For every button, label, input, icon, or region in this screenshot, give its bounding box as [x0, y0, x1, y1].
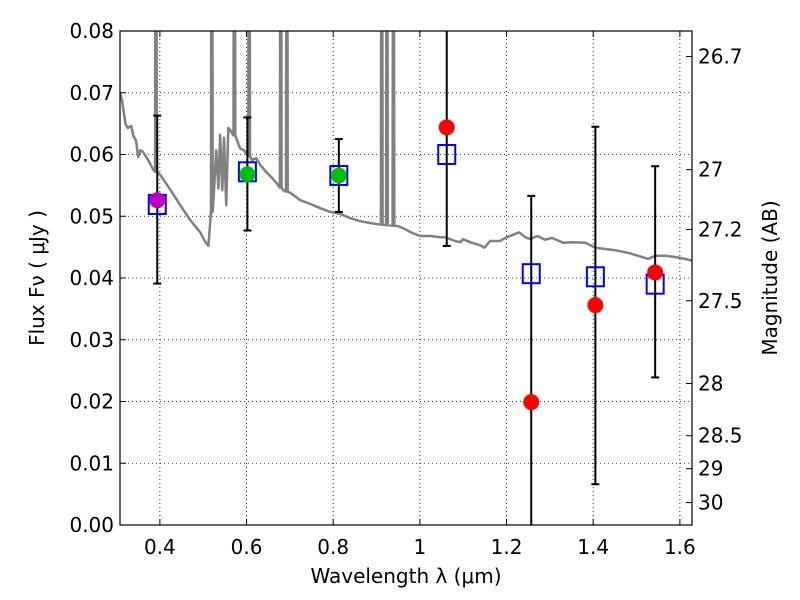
y-right-tick-label: 28 [698, 372, 723, 396]
y-right-tick-label: 29 [698, 457, 723, 481]
y-tick-label: 0.02 [69, 390, 114, 414]
x-tick-label: 0.6 [231, 535, 263, 559]
tick-labels: 0.4 0.6 0.8 1 1.2 1.4 1.6 0.00 0.01 0.02 0.03 0.04 0… [69, 19, 742, 559]
y-tick-label: 0.00 [69, 513, 114, 537]
ticks [120, 30, 692, 526]
y-right-tick-label: 27.2 [698, 217, 743, 241]
y-right-tick-label: 27 [698, 158, 723, 182]
spectrum-line [120, 31, 692, 262]
y-tick-label: 0.04 [69, 266, 114, 290]
points-layer [147, 31, 665, 525]
x-tick-label: 1.4 [577, 535, 609, 559]
x-axis-label: Wavelength λ (μm) [310, 564, 501, 588]
y-tick-label: 0.06 [69, 143, 114, 167]
y-right-tick-label: 30 [698, 491, 723, 515]
x-tick-label: 0.8 [317, 535, 349, 559]
y-axis-label: Flux Fν ( μJy ) [25, 210, 49, 346]
y-right-tick-label: 27.5 [698, 289, 743, 313]
plot-frame [119, 30, 693, 526]
spectrum-layer [120, 31, 692, 262]
x-tick-label: 0.4 [144, 535, 176, 559]
y-tick-label: 0.03 [69, 328, 114, 352]
x-tick-label: 1.6 [664, 535, 696, 559]
observed-point [587, 297, 604, 314]
y-axis-right-label: Magnitude (AB) [758, 200, 782, 355]
observed-point [149, 192, 166, 209]
observed-point [647, 264, 664, 281]
y-tick-label: 0.07 [69, 81, 114, 105]
model-square-marker [521, 263, 541, 285]
grid [120, 30, 692, 526]
x-tick-label: 1 [413, 535, 426, 559]
model-square-marker [585, 266, 605, 288]
x-tick-label: 1.2 [491, 535, 523, 559]
model-square-marker [329, 164, 349, 186]
y-tick-label: 0.08 [69, 19, 114, 43]
y-tick-label: 0.05 [69, 204, 114, 228]
observed-point [239, 166, 256, 183]
observed-point [523, 394, 540, 411]
y-tick-label: 0.01 [69, 451, 114, 475]
model-square-marker [437, 144, 457, 165]
y-right-tick-label: 28.5 [698, 424, 743, 448]
observed-point [330, 167, 347, 184]
y-right-tick-label: 26.7 [698, 45, 743, 69]
observed-point [438, 119, 455, 136]
